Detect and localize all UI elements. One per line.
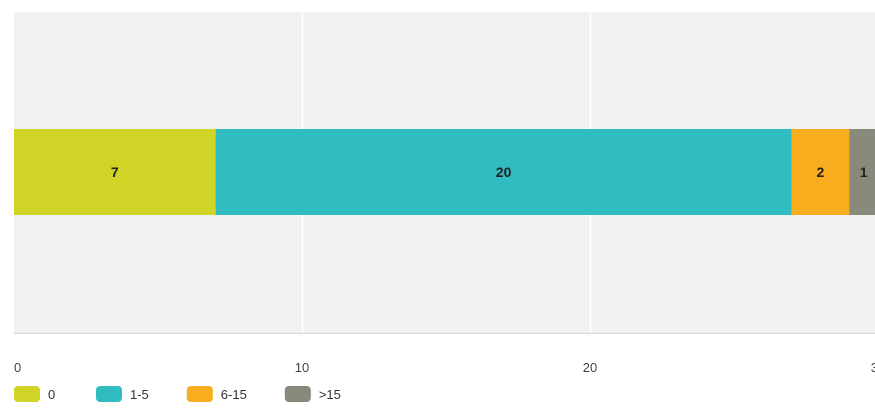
legend-label-1: 1-5 — [130, 387, 149, 402]
data-label-2: 2 — [817, 164, 825, 180]
legend-item-2[interactable]: 6-15 — [186, 386, 247, 402]
legend-item-0[interactable]: 0 — [14, 386, 55, 402]
legend-swatch-2 — [186, 386, 213, 402]
data-label-0: 7 — [111, 164, 119, 180]
bars — [14, 129, 875, 215]
data-labels: 7 20 2 1 — [111, 164, 868, 180]
bar-segment-0[interactable] — [14, 129, 216, 215]
legend-swatch-0 — [14, 386, 40, 402]
legend-label-0: 0 — [48, 387, 55, 402]
legend-swatch-3 — [284, 386, 311, 402]
x-tick-label-30: 30 — [871, 360, 875, 375]
legend: 0 1-5 6-15 >15 — [14, 386, 341, 402]
legend-label-2: 6-15 — [221, 387, 247, 402]
bar-segment-3[interactable] — [849, 129, 875, 215]
data-label-1: 20 — [496, 164, 512, 180]
x-tick-label-20: 20 — [583, 360, 597, 375]
x-tick-label-10: 10 — [295, 360, 309, 375]
bar-segment-1[interactable] — [215, 129, 792, 215]
legend-label-3: >15 — [319, 387, 341, 402]
data-label-3: 1 — [860, 164, 868, 180]
legend-item-1[interactable]: 1-5 — [96, 386, 149, 402]
legend-item-3[interactable]: >15 — [284, 386, 341, 402]
x-axis-tick-labels: 0 10 20 30 — [14, 360, 875, 375]
x-tick-label-0: 0 — [14, 360, 21, 375]
legend-swatch-1 — [96, 386, 122, 402]
bar-segment-2[interactable] — [791, 129, 850, 215]
